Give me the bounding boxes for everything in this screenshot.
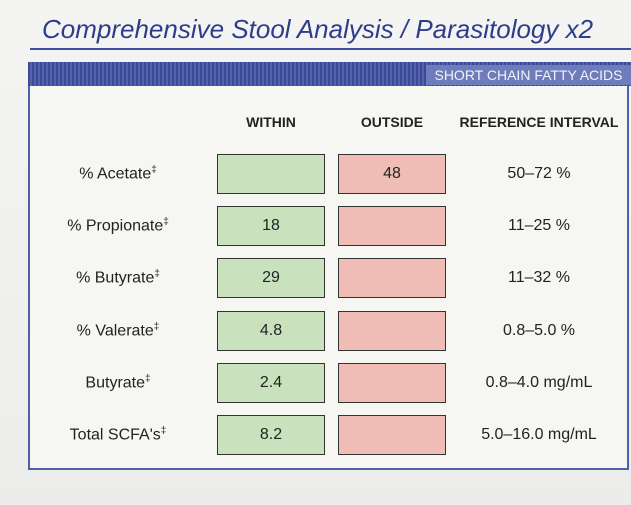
reference-interval: 11–25 % bbox=[508, 217, 570, 235]
within-value: 2.4 bbox=[259, 373, 283, 391]
within-cell: 2.4 bbox=[217, 362, 325, 403]
label-text: Total SCFA's bbox=[69, 426, 161, 444]
footnote-mark: ‡ bbox=[160, 425, 167, 437]
outside-value: 48 bbox=[383, 165, 401, 182]
row-label: Total SCFA's‡ bbox=[70, 425, 167, 444]
reference-interval: 0.8–4.0 mg/mL bbox=[485, 373, 593, 391]
within-cell: 29 bbox=[217, 258, 325, 299]
reference-interval: 11–32 % bbox=[508, 269, 570, 287]
panel bbox=[28, 62, 629, 470]
row-label: % Propionate‡ bbox=[67, 217, 169, 236]
within-value: 29 bbox=[262, 269, 280, 287]
section-title: SHORT CHAIN FATTY ACIDS bbox=[426, 65, 631, 85]
label-text: Butyrate bbox=[85, 374, 146, 392]
column-header: REFERENCE INTERVAL bbox=[459, 114, 619, 130]
footnote-mark: ‡ bbox=[151, 164, 157, 176]
within-value: 8.2 bbox=[259, 426, 283, 443]
column-header: WITHIN bbox=[246, 114, 296, 130]
reference-interval: 0.8–5.0 % bbox=[502, 321, 576, 339]
within-value: 18 bbox=[262, 217, 280, 235]
within-value: 4.8 bbox=[259, 321, 283, 339]
footnote-mark: ‡ bbox=[145, 373, 151, 385]
label-text: % Valerate bbox=[76, 322, 154, 340]
label-text: % Propionate bbox=[67, 217, 164, 235]
reference-interval: 50–72 % bbox=[507, 165, 571, 182]
reference-interval: 5.0–16.0 mg/mL bbox=[481, 426, 597, 443]
outside-cell: 48 bbox=[338, 154, 446, 194]
row-label: Butyrate‡ bbox=[85, 373, 150, 392]
outside-cell bbox=[338, 258, 446, 299]
within-cell: 4.8 bbox=[217, 310, 325, 351]
within-cell: 18 bbox=[217, 206, 325, 247]
within-cell: 8.2 bbox=[217, 415, 325, 455]
column-header: OUTSIDE bbox=[360, 114, 424, 130]
footnote-mark: ‡ bbox=[163, 216, 169, 228]
row-label: % Acetate‡ bbox=[79, 164, 157, 183]
outside-cell bbox=[338, 362, 446, 403]
footnote-mark: ‡ bbox=[153, 320, 160, 332]
outside-cell bbox=[338, 310, 446, 351]
outside-cell bbox=[338, 206, 446, 247]
outside-cell bbox=[338, 415, 446, 455]
title: Comprehensive Stool Analysis / Parasitol… bbox=[42, 14, 594, 44]
title-rule bbox=[30, 48, 631, 50]
footnote-mark: ‡ bbox=[154, 268, 160, 280]
within-cell bbox=[217, 154, 325, 194]
row-label: % Butyrate‡ bbox=[76, 269, 160, 288]
label-text: % Butyrate bbox=[76, 270, 155, 288]
row-label: % Valerate‡ bbox=[77, 321, 160, 340]
label-text: % Acetate bbox=[79, 165, 152, 183]
